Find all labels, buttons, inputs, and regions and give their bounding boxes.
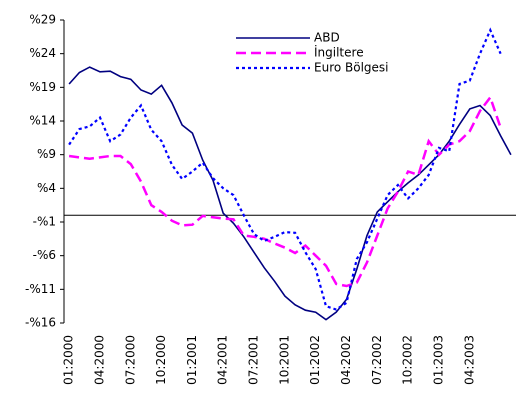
y-tick-label: %19 <box>29 80 56 94</box>
x-tick-label: 10:2001 <box>277 335 291 385</box>
x-tick-label: 10:2000 <box>154 335 168 385</box>
series-line <box>68 27 502 311</box>
y-tick-label: %4 <box>37 181 56 195</box>
legend-label: İngiltere <box>314 45 364 60</box>
x-tick-label: 07:2000 <box>123 335 137 385</box>
y-tick-label: -%16 <box>25 316 56 330</box>
x-tick-label: 04:2002 <box>339 335 353 385</box>
y-tick-label: -%6 <box>33 248 56 262</box>
series-line <box>68 94 502 288</box>
y-tick-label: %14 <box>29 114 56 128</box>
legend-label: Euro Bölgesi <box>314 61 389 75</box>
x-tick-label: 04:2003 <box>462 335 476 385</box>
series-line <box>68 66 512 321</box>
x-tick-label: 07:2002 <box>370 335 384 385</box>
x-tick-label: 04:2001 <box>216 335 230 385</box>
x-tick-label: 01:2002 <box>308 335 322 385</box>
x-tick-label: 01:2000 <box>62 335 76 385</box>
x-tick-label: 07:2001 <box>247 335 261 385</box>
x-tick-label: 04:2000 <box>92 335 106 385</box>
x-tick-label: 10:2002 <box>401 335 415 385</box>
y-tick-label: %9 <box>37 147 56 161</box>
y-tick-label: -%11 <box>25 282 56 296</box>
y-tick-label: -%1 <box>33 215 56 229</box>
legend-label: ABD <box>314 31 340 45</box>
y-tick-label: %29 <box>29 13 56 27</box>
x-tick-label: 01:2003 <box>431 335 445 385</box>
x-tick-label: 01:2001 <box>185 335 199 385</box>
y-tick-label: %24 <box>29 46 56 60</box>
